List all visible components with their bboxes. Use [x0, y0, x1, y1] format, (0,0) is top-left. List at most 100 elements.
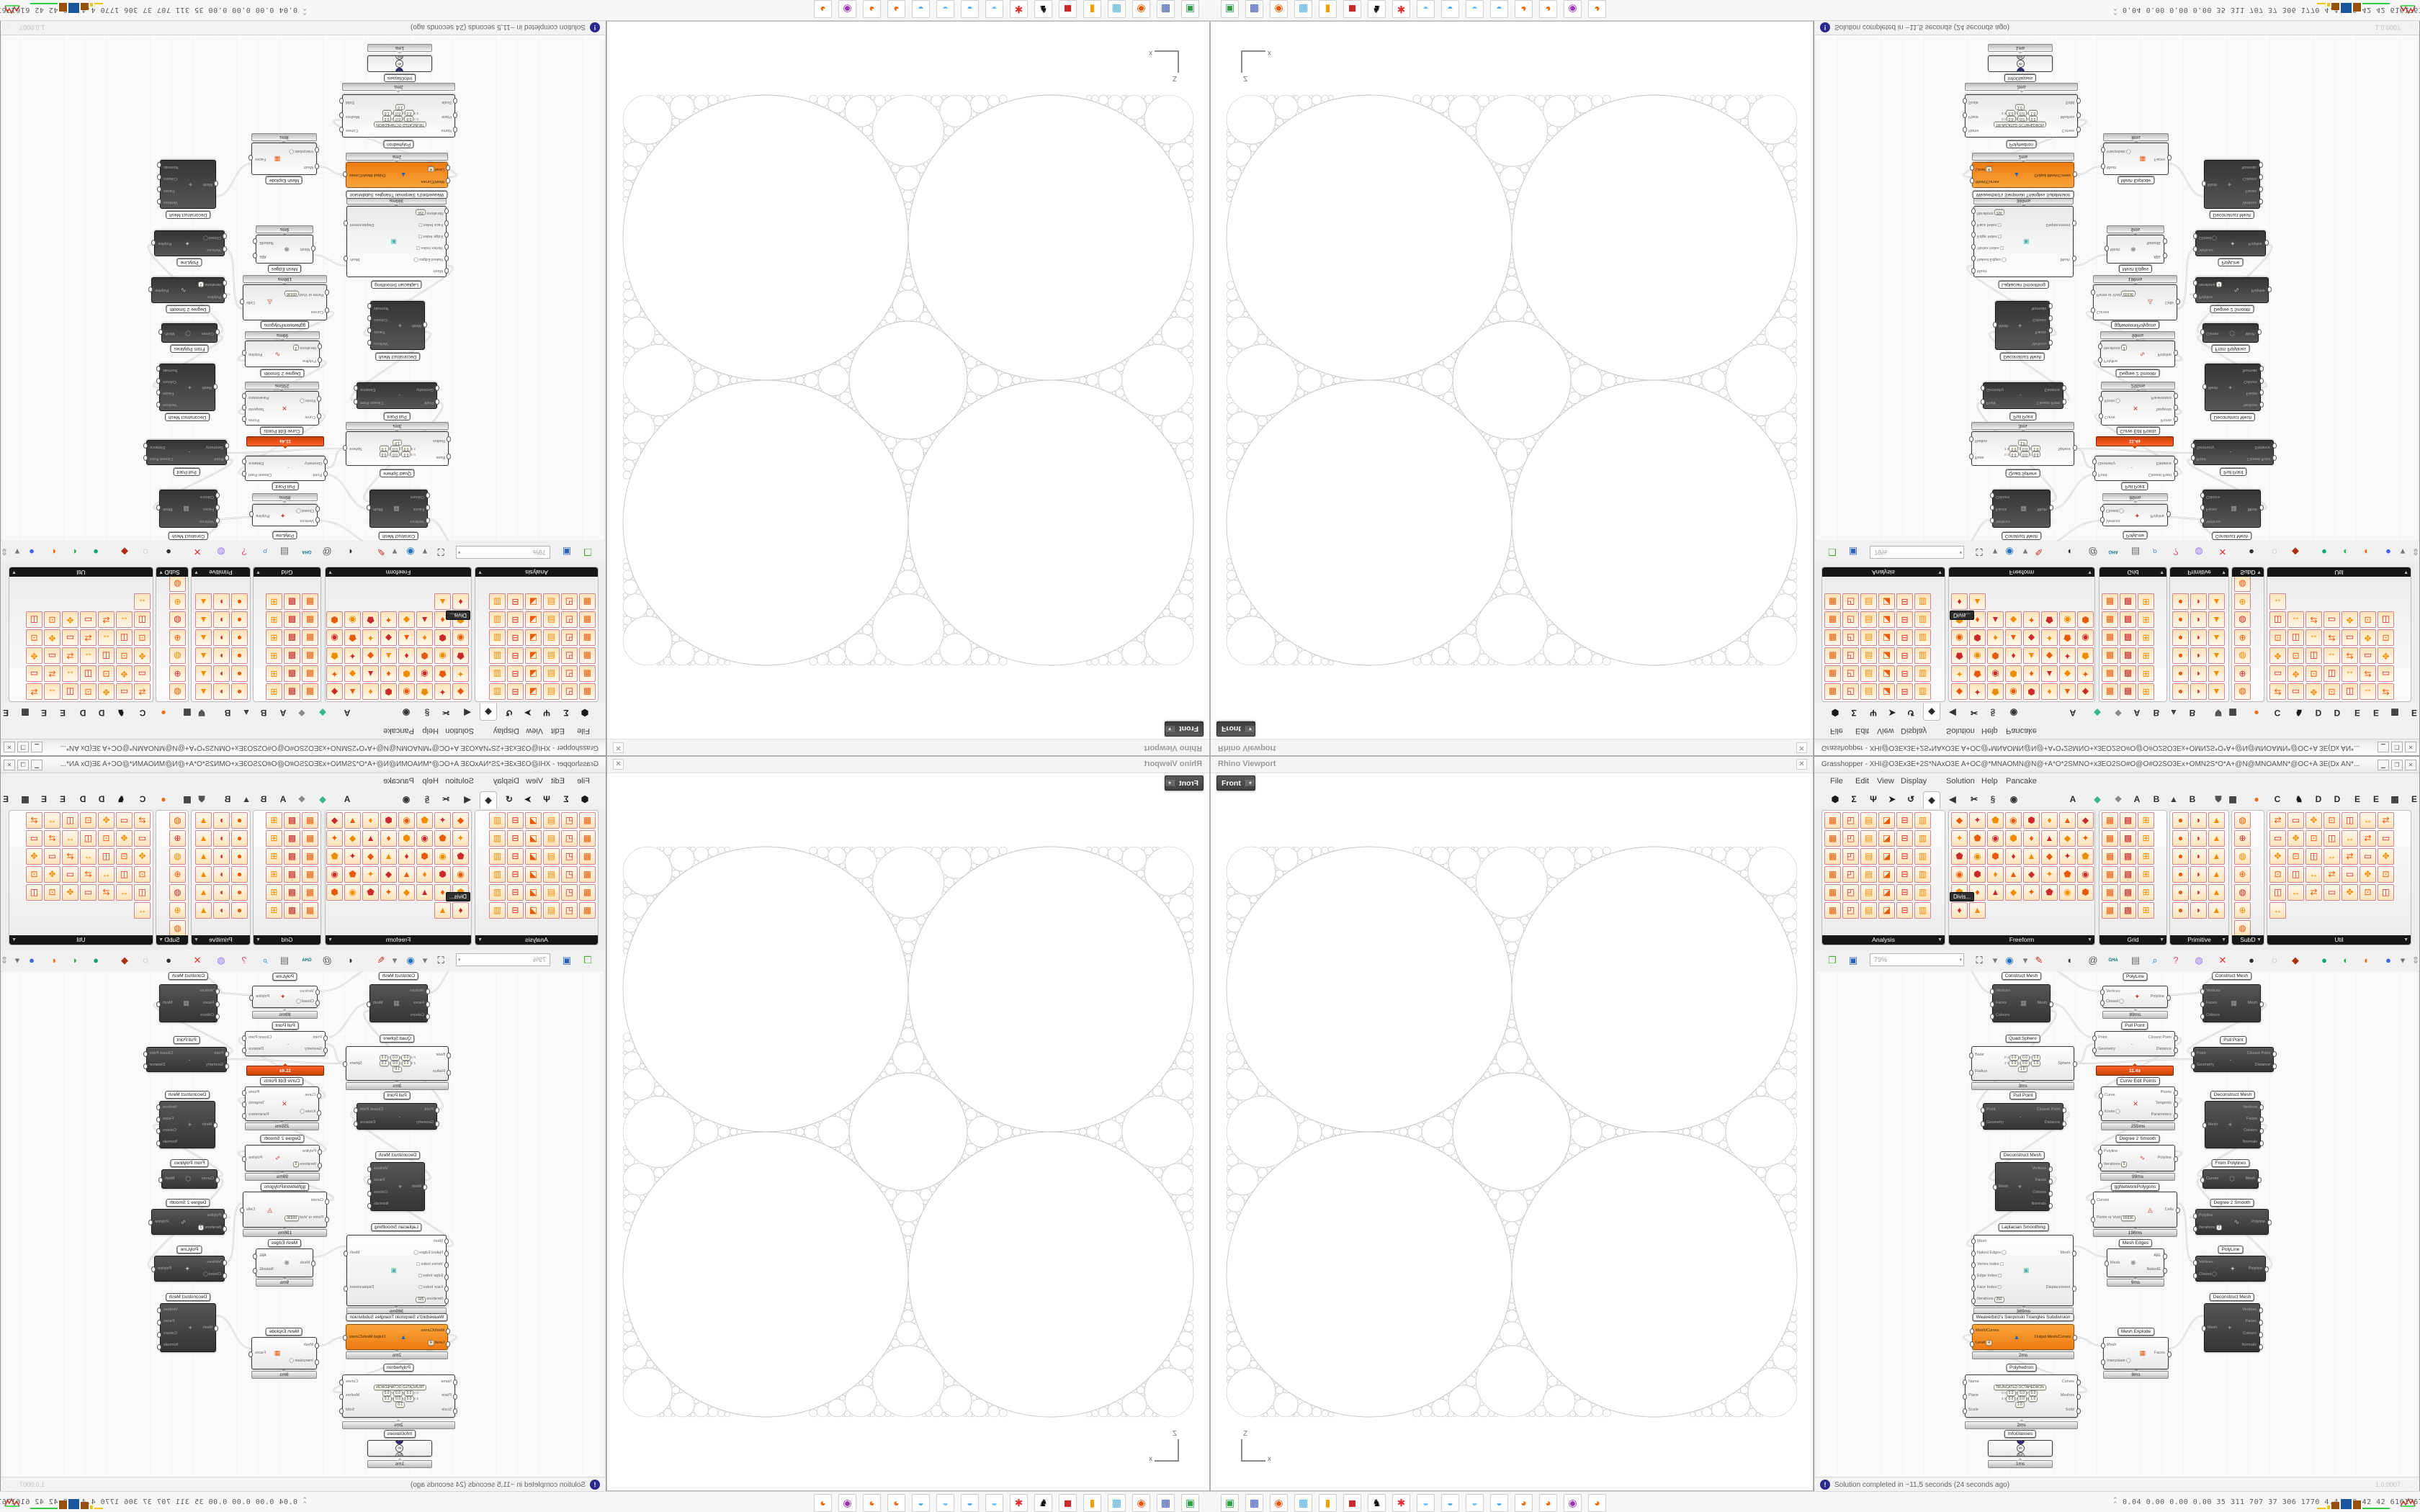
panel-label[interactable]: Primitive ▼	[192, 567, 250, 577]
component-icon[interactable]: ⊟	[1896, 647, 1913, 664]
floppy-64-icon[interactable]: ▦	[1157, 1494, 1175, 1512]
component-icon[interactable]: ✦	[2041, 629, 2058, 646]
component-icon[interactable]: ▩	[284, 593, 300, 610]
component-icon[interactable]: ◉	[326, 866, 343, 883]
component-icon[interactable]: ◫	[98, 848, 115, 865]
tab-intersect[interactable]: ◀	[1949, 794, 1956, 804]
output-jack[interactable]	[157, 1331, 161, 1338]
component-icon[interactable]: ↔	[98, 866, 115, 883]
component-icon[interactable]: ▭	[2341, 866, 2358, 883]
component-icon[interactable]: ▤	[1860, 830, 1877, 847]
component-icon[interactable]: ⊟	[1896, 665, 1913, 682]
component-icon[interactable]: ✦	[344, 848, 361, 865]
component-icon[interactable]: ◉	[1969, 647, 1986, 664]
component-icon[interactable]: ◉	[416, 830, 433, 847]
resize-grip[interactable]: ⋰	[4, 24, 10, 30]
tab-e1[interactable]: E	[2354, 708, 2360, 718]
output-jack[interactable]	[2176, 299, 2180, 305]
widget-balloon-icon[interactable]: ◍	[217, 546, 225, 557]
output-jack[interactable]	[2072, 1286, 2076, 1292]
output-jack[interactable]	[2062, 1120, 2066, 1127]
component-icon[interactable]: ⊡	[134, 866, 151, 883]
component-icon[interactable]: ✦	[362, 866, 379, 883]
component-icon[interactable]: ◗	[213, 902, 230, 919]
component-icon[interactable]: ▦	[579, 629, 596, 646]
component-icon[interactable]: ♦	[2005, 848, 2022, 865]
paint-palette-icon[interactable]: ◒	[1441, 0, 1459, 18]
component-icon[interactable]: ◉	[1987, 665, 2004, 682]
output-jack[interactable]	[2048, 1166, 2053, 1172]
input-jack[interactable]	[2100, 989, 2105, 995]
input-jack[interactable]	[318, 356, 322, 363]
gh-canvas[interactable]: 11.4s Construct Mesh Vertices Faces Colours ▦…	[1816, 35, 2418, 541]
component-icon[interactable]: ▲	[195, 647, 212, 664]
component-icon[interactable]: ✥	[2287, 665, 2304, 682]
selected-preview-icon[interactable]: ◆	[2292, 955, 2299, 966]
input-jack[interactable]	[1990, 1014, 1994, 1020]
value-capsule[interactable]: 0.0	[2006, 1396, 2016, 1402]
input-jack[interactable]	[2098, 1149, 2102, 1156]
tab-e1[interactable]: E	[2354, 794, 2360, 804]
component-icon[interactable]: ▦	[2102, 593, 2118, 610]
cat-app-icon[interactable]: ♞	[1034, 0, 1052, 18]
tab-dot[interactable]: ●	[2254, 708, 2259, 718]
output-jack[interactable]	[344, 220, 348, 226]
component-icon[interactable]: ⇄	[2269, 683, 2286, 700]
component-icon[interactable]: ◉	[2059, 611, 2076, 628]
output-jack[interactable]	[242, 1035, 246, 1041]
component-icon[interactable]: ◉	[452, 866, 469, 883]
value-capsule[interactable]: 0.0	[2020, 451, 2030, 457]
chevron-down-icon[interactable]: ▾	[458, 549, 461, 554]
toggle-icon[interactable]: ▢	[1999, 1261, 2004, 1266]
gh-node-from-polylines[interactable]: Curves ⬡ Mesh	[2202, 323, 2259, 343]
dropdown-icon[interactable]: ▾	[392, 955, 398, 966]
scroll-arrows-icon[interactable]: ⇕	[2411, 955, 2420, 966]
output-jack[interactable]	[242, 458, 246, 464]
toggle-icon[interactable]: ▢	[1997, 1284, 2002, 1290]
value-capsule[interactable]: 1.0	[2017, 1066, 2027, 1072]
blender-icon[interactable]: ◕	[814, 1494, 832, 1512]
component-icon[interactable]: ⬟	[1951, 647, 1968, 664]
component-icon[interactable]: ▤	[1860, 611, 1877, 628]
output-jack[interactable]	[343, 445, 347, 451]
preview-mesh-icon[interactable]: ◖	[2066, 955, 2072, 966]
component-icon[interactable]: ⊡	[2378, 866, 2394, 883]
component-icon[interactable]: ↔	[2287, 884, 2304, 901]
component-icon[interactable]: ◍	[169, 848, 186, 865]
paint-palette-icon[interactable]: ◒	[1466, 0, 1484, 18]
component-icon[interactable]: ✥	[26, 647, 42, 664]
component-icon[interactable]: ⊡	[80, 812, 97, 829]
gh-node-weaverbird-s-sierpinski-triangles-subdivision[interactable]: Mesh/Curves Level 4 ▲ Output Mesh/Curves	[1972, 1324, 2074, 1350]
component-icon[interactable]: ▦	[302, 683, 318, 700]
component-icon[interactable]: ⇄	[134, 812, 151, 829]
input-jack[interactable]	[2193, 1213, 2197, 1219]
component-icon[interactable]: ◍	[2234, 920, 2251, 937]
component-icon[interactable]: ✦	[434, 812, 451, 829]
output-jack[interactable]	[339, 127, 344, 132]
toggle-icon[interactable]: ◯	[203, 235, 208, 240]
component-icon[interactable]: ▩	[2120, 647, 2136, 664]
firefox-icon[interactable]: ◉	[1270, 1494, 1288, 1512]
component-icon[interactable]: ▤	[1860, 812, 1877, 829]
component-icon[interactable]: ◪	[525, 848, 542, 865]
gh-node-construct-mesh[interactable]: Vertices Faces Colours ▦ Mesh	[369, 984, 428, 1022]
tab-params[interactable]: ⬢	[581, 794, 589, 804]
tab-transform[interactable]: ✂	[1970, 708, 1978, 718]
component-icon[interactable]: ▲	[195, 830, 212, 847]
gh-node-mesh-explode[interactable]: Mesh Interpolate ◯ ▦ Faces	[251, 1337, 317, 1369]
input-jack[interactable]	[315, 163, 319, 169]
component-icon[interactable]: ●	[2172, 866, 2189, 883]
component-icon[interactable]: ●	[2172, 629, 2189, 646]
component-icon[interactable]: ✦	[434, 683, 451, 700]
component-icon[interactable]: ▥	[489, 830, 506, 847]
value-capsule[interactable]: 1.0	[382, 110, 392, 116]
output-jack[interactable]	[2174, 1113, 2178, 1119]
display-orange-icon[interactable]: ◐	[50, 546, 56, 557]
display-orange-icon[interactable]: ◐	[2364, 955, 2370, 966]
tab-b2[interactable]: B	[2189, 794, 2196, 804]
scroll-arrows-icon[interactable]: ⇕	[0, 546, 9, 557]
component-icon[interactable]: ●	[231, 683, 248, 700]
component-icon[interactable]: ⇄	[26, 812, 42, 829]
gh-node-polyline[interactable]: Vertices Closed ◯ ✦ Polyline	[2102, 504, 2168, 526]
